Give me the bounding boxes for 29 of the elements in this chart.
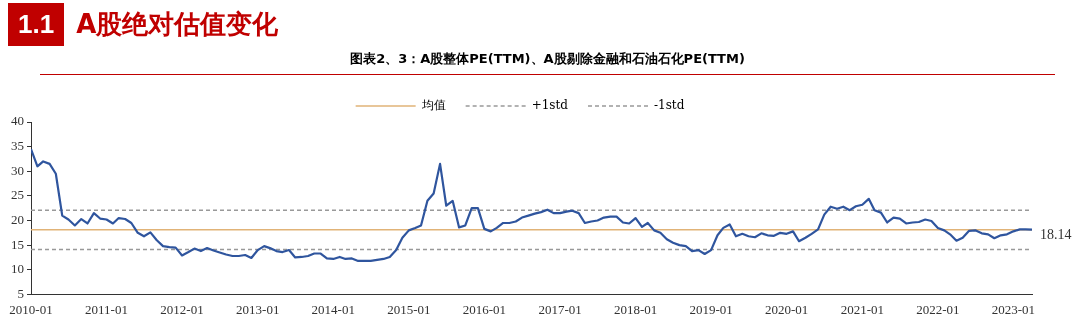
text: A股绝对估值变化 bbox=[76, 7, 279, 41]
legend-label: -1std bbox=[654, 98, 685, 113]
x-tick-label: 2022-01 bbox=[916, 301, 960, 317]
x-tick-label: 2012-01 bbox=[160, 301, 204, 317]
x-tick-label: 2014-01 bbox=[311, 301, 355, 317]
x-tick-label: 2016-01 bbox=[462, 301, 506, 317]
x-tick-label: 2023-01 bbox=[991, 301, 1036, 317]
x-tick-label: 2010-01 bbox=[9, 301, 53, 317]
annotation: 18.14 bbox=[1040, 227, 1072, 243]
x-tick-label: 2019-01 bbox=[689, 301, 733, 317]
legend-label: +1std bbox=[531, 98, 569, 113]
y-tick-label: 10 bbox=[11, 261, 24, 277]
legend-label: 均值 bbox=[420, 98, 446, 113]
x-tick-label: 2015-01 bbox=[387, 301, 431, 317]
x-tick-label: 2021-01 bbox=[840, 301, 885, 317]
y-tick-label: 20 bbox=[11, 211, 24, 227]
chart-title: 图表2、3：A股整体PE(TTM)、A股剔除金融和石油石化PE(TTM) bbox=[40, 50, 1055, 75]
x-tick-label: 2011-01 bbox=[85, 301, 128, 317]
y-tick-label: 15 bbox=[11, 236, 24, 252]
y-tick-label: 35 bbox=[11, 138, 24, 154]
x-tick-label: 2020-01 bbox=[764, 301, 809, 317]
x-tick-label: 2017-01 bbox=[538, 301, 582, 317]
y-tick-label: 25 bbox=[11, 187, 24, 203]
y-tick-label: 40 bbox=[11, 113, 24, 129]
y-tick-label: 5 bbox=[17, 285, 24, 301]
x-tick-label: 2013-01 bbox=[236, 301, 280, 317]
y-tick-label: 30 bbox=[11, 162, 24, 178]
text: 1.1 bbox=[8, 2, 65, 46]
x-tick-label: 2018-01 bbox=[613, 301, 658, 317]
